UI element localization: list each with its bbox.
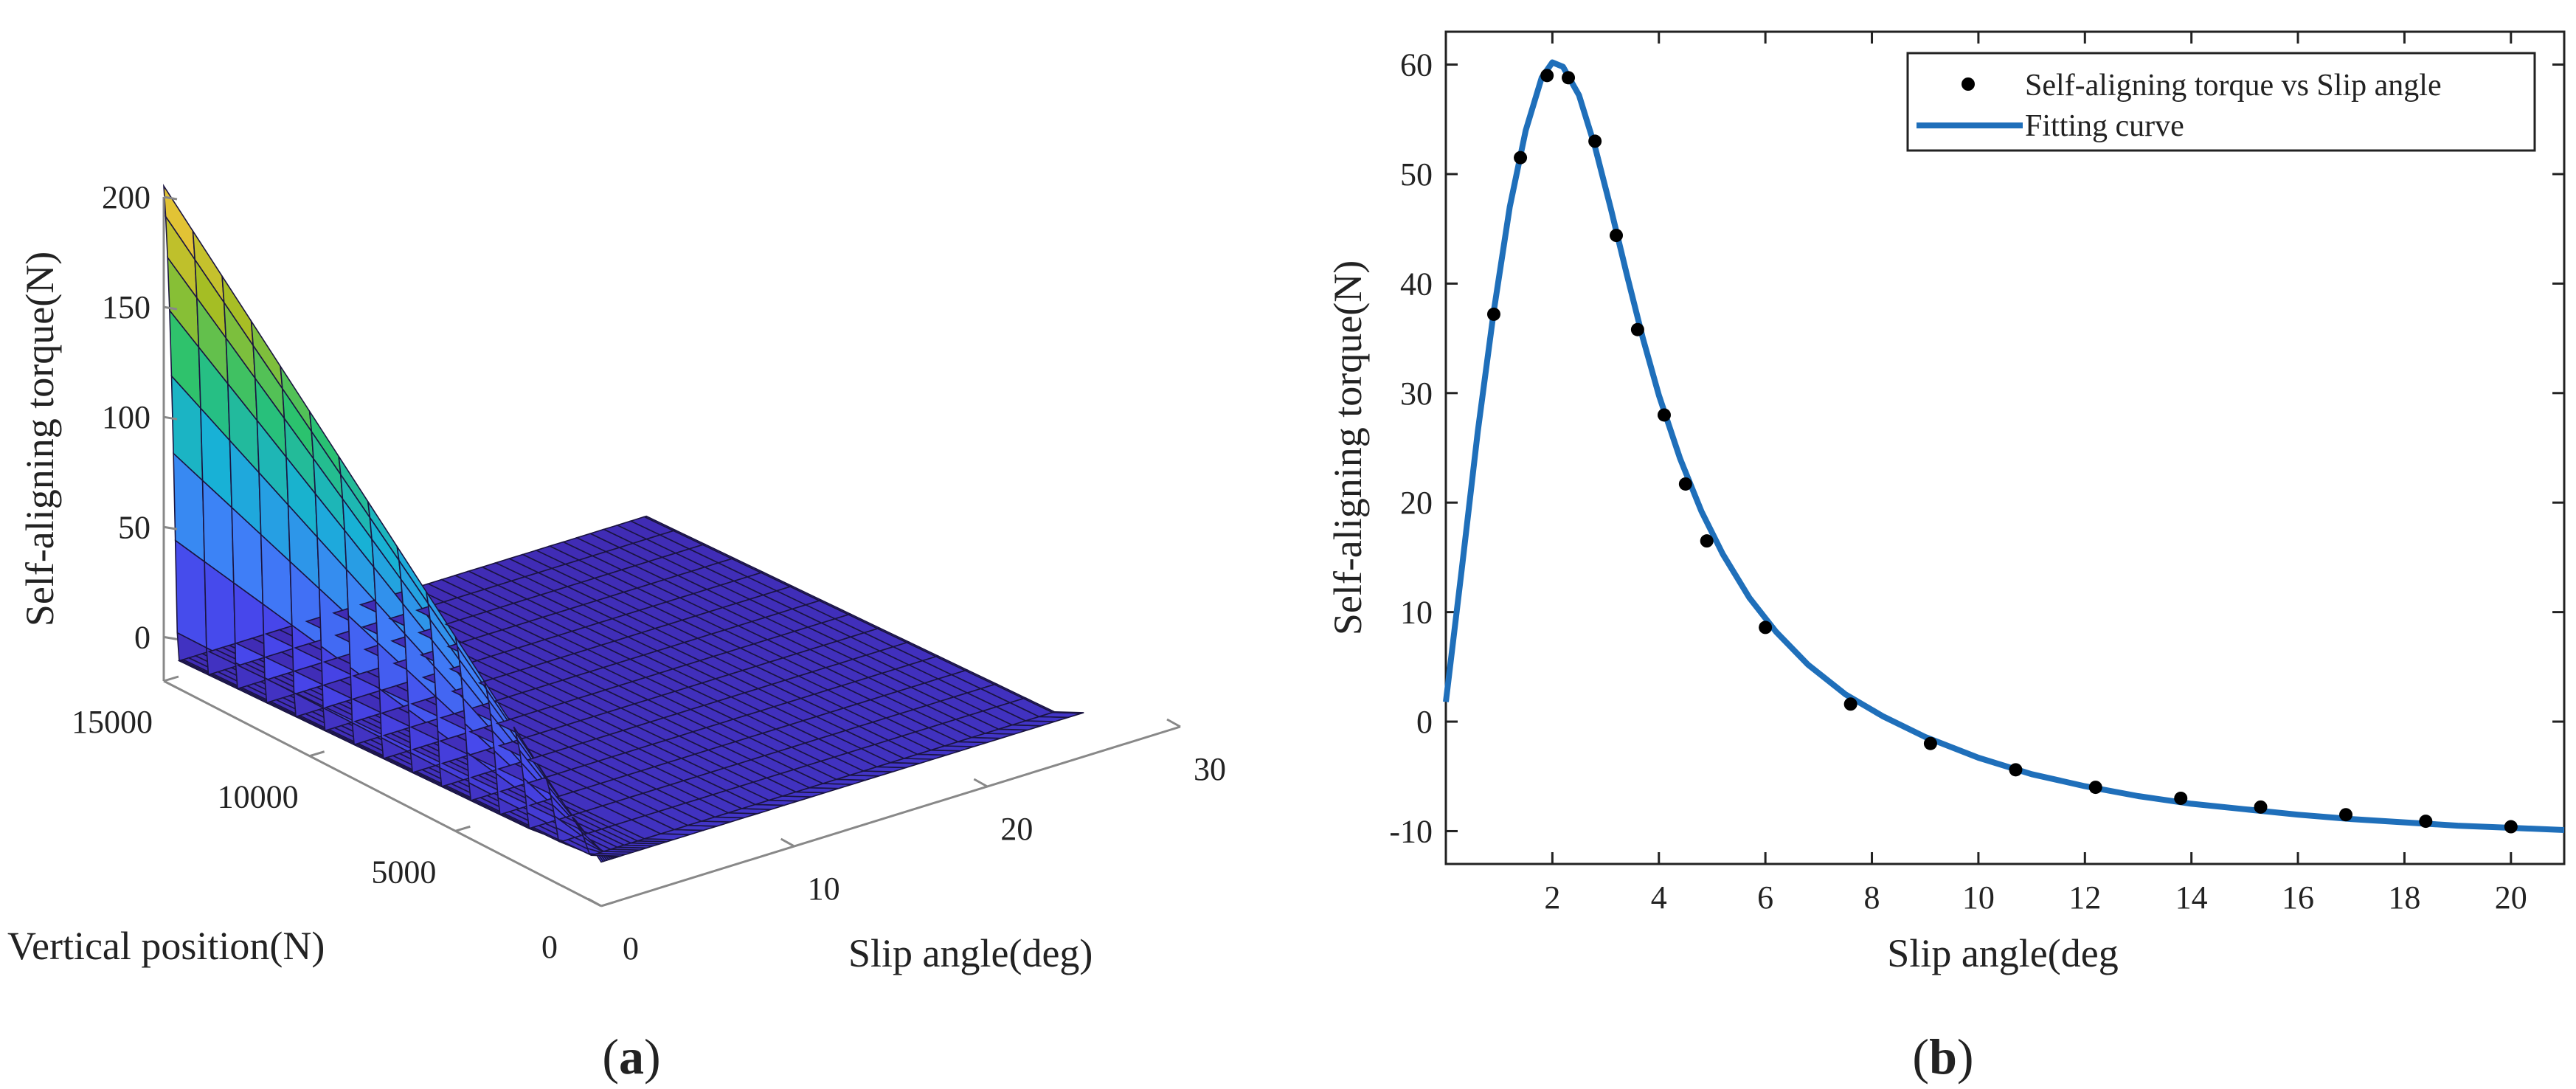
surface-chart: 0 50 100 150 200 0 5000 10000 15000 0 10 20 30 Self-… <box>7 179 1226 975</box>
fit-ticks: 2 4 6 8 10 12 14 16 18 20 -10 0 10 20 30 40 50 60 <box>1389 32 2564 916</box>
data-point <box>1540 69 1554 83</box>
x-tick-mark <box>780 837 795 848</box>
x-tick-label: 18 <box>2388 879 2420 916</box>
x-tick-label: 10 <box>808 871 840 907</box>
surface-mesh <box>163 184 1084 863</box>
data-point <box>1759 620 1773 635</box>
data-point <box>1700 534 1714 548</box>
y-tick-label: 30 <box>1400 376 1433 412</box>
y-tick-label: 60 <box>1400 47 1433 83</box>
y-tick-label: 10 <box>1400 595 1433 631</box>
x-tick-label: 8 <box>1864 879 1880 916</box>
z-tick-mark <box>163 635 178 640</box>
y-tick-mark <box>309 750 325 758</box>
y-axis-title: Vertical position(N) <box>7 924 325 968</box>
z-tick-label: 200 <box>102 179 150 215</box>
x-tick-label: 12 <box>2068 879 2101 916</box>
data-points <box>1486 69 2518 834</box>
z-tick-label: 50 <box>118 509 150 545</box>
x-tick-label: 16 <box>2282 879 2314 916</box>
legend: Self-aligning torque vs Slip angle Fitti… <box>1906 52 2536 152</box>
z-tick-mark <box>163 305 178 311</box>
legend-box <box>1906 52 2536 152</box>
x-tick-label: 30 <box>1194 751 1226 787</box>
x-axis-title: Slip angle(deg <box>1887 931 2118 975</box>
y-tick-label: 20 <box>1400 485 1433 521</box>
surface-face <box>1052 711 1084 714</box>
data-point <box>1588 134 1602 148</box>
x-tick-label: 10 <box>1962 879 1995 916</box>
z-tick-label: 0 <box>134 619 150 655</box>
legend-marker-scatter <box>1962 77 1975 91</box>
z-tick-mark <box>163 415 178 421</box>
fitting-curve <box>1443 59 2565 833</box>
y-tick-label: 50 <box>1400 156 1433 193</box>
y-tick-label: 10000 <box>218 779 299 815</box>
surface-axes <box>162 197 1181 908</box>
plot-frame <box>1444 30 2566 865</box>
panel-label-a: (a) <box>602 1028 660 1085</box>
y-tick-label: 5000 <box>371 854 436 890</box>
fit-chart: 2 4 6 8 10 12 14 16 18 20 -10 0 10 20 30 40 50 60 Self-al… <box>1326 30 2566 975</box>
y-tick-mark <box>163 675 179 682</box>
legend-label-line: Fitting curve <box>2025 109 2184 143</box>
data-point <box>1562 71 1576 85</box>
data-point <box>1630 322 1644 336</box>
x-tick-label: 14 <box>2175 879 2208 916</box>
y-tick-label: 40 <box>1400 266 1433 302</box>
x-tick-label: 20 <box>2495 879 2527 916</box>
y-tick-label: 0 <box>1416 704 1433 740</box>
data-point <box>1678 477 1692 491</box>
y-tick-mark <box>600 900 617 908</box>
data-point <box>2254 800 2268 814</box>
data-point <box>2088 781 2102 795</box>
data-point <box>2009 763 2023 777</box>
z-axis-title: Self-aligning torque(N) <box>18 252 62 626</box>
data-point <box>2419 815 2433 829</box>
data-point <box>1514 151 1528 165</box>
z-tick-mark <box>163 525 178 530</box>
x-axis-title: Slip angle(deg) <box>848 931 1093 975</box>
data-point <box>1657 408 1671 422</box>
x-tick-mark <box>973 778 988 788</box>
y-tick-label: 0 <box>541 929 558 965</box>
y-axis-line <box>163 680 602 908</box>
x-axis-line <box>600 725 1181 908</box>
z-tick-label: 100 <box>102 399 150 435</box>
y-tick-label: 15000 <box>72 704 153 740</box>
z-tick-label: 150 <box>102 289 150 325</box>
surface-ticks: 0 50 100 150 200 0 5000 10000 15000 0 10 20 30 <box>72 179 1226 967</box>
x-tick-label: 0 <box>623 930 639 967</box>
data-point <box>2339 808 2353 822</box>
data-point <box>2174 791 2188 805</box>
x-tick-label: 20 <box>1000 811 1033 847</box>
data-point <box>2504 820 2518 834</box>
legend-label-scatter: Self-aligning torque vs Slip angle <box>2025 69 2442 103</box>
data-point <box>1923 736 1937 750</box>
x-tick-label: 2 <box>1544 879 1560 916</box>
x-tick-mark <box>587 897 602 908</box>
x-tick-label: 4 <box>1651 879 1667 916</box>
data-point <box>1610 229 1624 243</box>
z-tick-mark <box>163 196 178 201</box>
y-tick-mark <box>454 825 471 832</box>
fitting-curve-line <box>1443 59 2565 833</box>
x-tick-mark <box>1166 718 1181 728</box>
x-tick-label: 6 <box>1757 879 1773 916</box>
y-axis-title: Self-aligning torque(N) <box>1326 260 1370 635</box>
data-point <box>1843 697 1857 711</box>
panel-label-b: (b) <box>1912 1028 1973 1085</box>
data-point <box>1486 307 1500 321</box>
y-tick-label: -10 <box>1389 813 1433 849</box>
